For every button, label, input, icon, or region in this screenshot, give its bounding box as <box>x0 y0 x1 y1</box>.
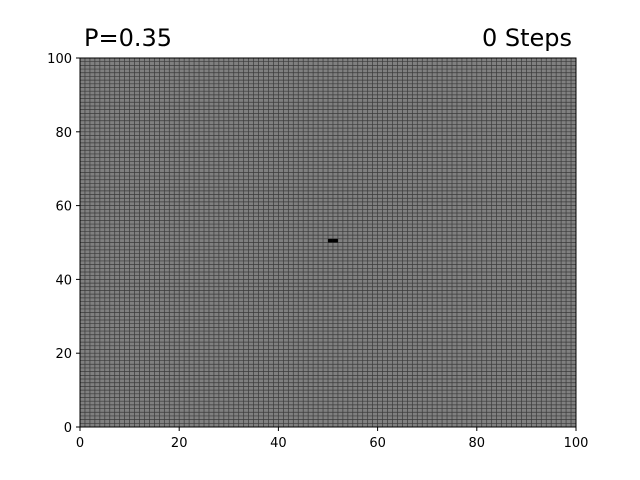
x-tick-label: 100 <box>564 436 589 451</box>
y-tick-label: 0 <box>64 421 72 436</box>
y-tick-label: 40 <box>55 273 72 288</box>
active-cell <box>332 238 338 243</box>
y-tick-label: 20 <box>55 347 72 362</box>
x-tick-label: 0 <box>76 436 84 451</box>
probability-title: P=0.35 <box>84 24 172 52</box>
x-tick-label: 60 <box>369 436 386 451</box>
grid-lines <box>80 58 576 427</box>
x-axis: 0 20 40 60 80 100 <box>76 427 589 451</box>
x-tick-label: 40 <box>270 436 287 451</box>
y-tick-label: 60 <box>55 200 72 215</box>
plot-area <box>79 57 577 428</box>
steps-title: 0 Steps <box>482 24 572 52</box>
grid-line-mesh <box>80 58 576 427</box>
plot-frame <box>79 57 577 428</box>
y-axis: 0 20 40 60 80 100 <box>47 52 80 436</box>
y-tick-label: 100 <box>47 52 72 67</box>
x-tick-label: 20 <box>171 436 188 451</box>
x-tick-label: 80 <box>469 436 486 451</box>
active-cells <box>328 238 338 243</box>
active-cell <box>328 238 333 243</box>
y-tick-label: 80 <box>55 126 72 141</box>
